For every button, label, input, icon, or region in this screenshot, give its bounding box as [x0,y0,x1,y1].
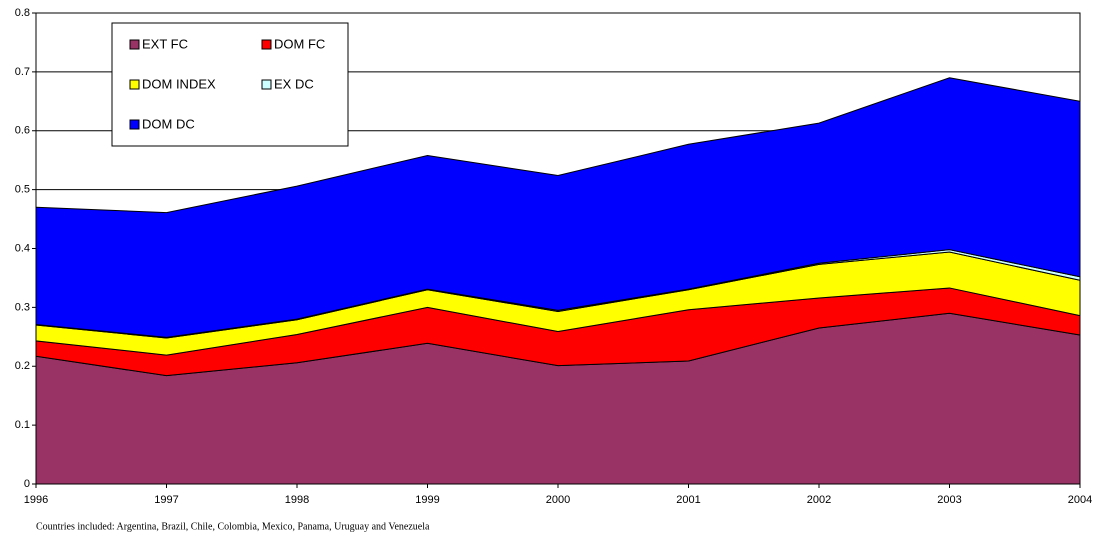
y-tick-label: 0.1 [15,419,30,431]
y-tick-label: 0.2 [15,360,30,372]
footnote: Countries included: Argentina, Brazil, C… [36,521,430,532]
y-tick-label: 0.4 [15,242,30,254]
legend-swatch [129,119,140,130]
x-tick-label: 1999 [415,494,439,506]
x-tick-label: 2003 [937,494,961,506]
x-tick-label: 2001 [676,494,700,506]
legend-label: DOM DC [142,116,195,131]
y-tick-label: 0.3 [15,301,30,313]
legend-label: EXT FC [142,36,188,51]
legend-swatch [261,79,272,90]
legend-label: DOM FC [274,36,325,51]
y-tick-label: 0 [24,478,30,490]
legend-swatch [261,39,272,50]
y-tick-label: 0.5 [15,184,30,196]
x-tick-label: 2002 [807,494,831,506]
legend-box [111,22,349,147]
legend-label: DOM INDEX [142,76,216,91]
x-tick-label: 1998 [285,494,309,506]
y-tick-label: 0.8 [15,7,30,19]
legend-label: EX DC [274,76,314,91]
x-tick-label: 1996 [24,494,48,506]
legend-swatch [129,79,140,90]
x-tick-label: 1997 [154,494,178,506]
y-tick-label: 0.6 [15,125,30,137]
x-tick-label: 2000 [546,494,570,506]
x-tick-label: 2004 [1068,494,1092,506]
legend-swatch [129,39,140,50]
y-tick-label: 0.7 [15,66,30,78]
legend: EXT FC DOM FC DOM INDEX EX DC DOM DC [111,22,349,147]
